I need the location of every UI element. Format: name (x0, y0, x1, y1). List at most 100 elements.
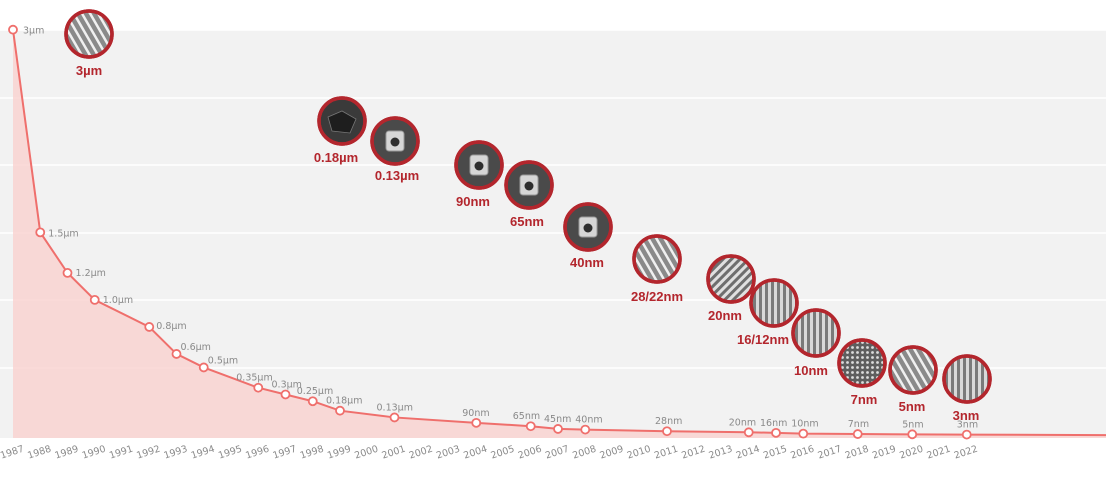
data-point (961, 429, 972, 440)
x-tick-label: 2007 (544, 444, 570, 462)
data-label: 0.5µm (208, 355, 238, 366)
data-point (280, 389, 291, 400)
data-label: 65nm (513, 411, 540, 422)
transistor-cross-section-0.13um-icon (370, 116, 420, 166)
x-tick-label: 1995 (217, 444, 243, 462)
x-tick-label: 2010 (626, 444, 652, 462)
finfet-fins-7nm-icon (837, 338, 887, 388)
x-tick-label: 2009 (599, 444, 625, 462)
data-label: 0.18µm (326, 396, 362, 407)
data-label: 1.0µm (103, 295, 133, 306)
data-label: 0.6µm (181, 342, 211, 353)
x-tick-label: 2020 (898, 444, 924, 462)
x-tick-label: 2016 (789, 444, 815, 462)
data-label: 28nm (655, 416, 682, 427)
node-label: 3µm (76, 63, 102, 78)
data-label: 0.8µm (156, 321, 186, 332)
data-point (144, 322, 155, 332)
data-label: 5nm (902, 419, 923, 430)
data-point (389, 412, 400, 423)
node-label: 10nm (794, 363, 828, 378)
node-label: 0.18µm (314, 150, 358, 165)
node-label: 28/22nm (631, 289, 683, 304)
x-tick-label: 1993 (163, 444, 189, 462)
data-point (89, 294, 100, 305)
finfet-fins-10nm-icon (791, 308, 841, 358)
x-axis-ticks: 1987 1988 1989 1990 1991 1992 1993 1994 1995 1996… (0, 444, 979, 462)
finfet-fins-28-22nm-icon (632, 234, 682, 284)
transistor-cross-section-40nm-icon (563, 202, 613, 252)
data-point (171, 349, 182, 359)
node-images: 3µm 0.18µm 0.13µm 90nm 65nm 40nm 28/22nm 20nm 16… (64, 9, 992, 423)
x-tick-label: 2006 (517, 444, 543, 462)
node-label: 5nm (899, 399, 926, 414)
data-point (580, 424, 591, 435)
data-label: 40nm (575, 415, 602, 426)
data-point (253, 382, 264, 393)
finfet-fins-20nm-icon (706, 254, 756, 304)
x-tick-label: 2004 (462, 444, 488, 462)
x-tick-label: 2011 (653, 444, 679, 462)
finfet-fins-3nm-icon (942, 354, 992, 404)
data-label: 3µm (23, 26, 44, 37)
data-point (335, 405, 345, 416)
x-tick-label: 1987 (0, 444, 25, 462)
data-label: 1.5µm (48, 228, 78, 239)
x-tick-label: 2019 (871, 444, 897, 462)
data-label: 1.2µm (76, 268, 106, 279)
data-label: 3nm (957, 420, 978, 431)
node-label: 7nm (851, 392, 878, 407)
node-label: 20nm (708, 308, 742, 323)
data-point (198, 362, 209, 373)
node-label: 16/12nm (737, 332, 789, 347)
x-tick-label: 1988 (26, 444, 52, 462)
transistor-cross-section-0.18um-icon (317, 96, 367, 146)
data-label: 16nm (760, 418, 787, 429)
x-tick-label: 2022 (953, 444, 979, 462)
data-point (8, 24, 18, 35)
transistor-cross-section-65nm-icon (504, 160, 554, 210)
x-tick-label: 2003 (435, 444, 461, 462)
data-point (798, 428, 809, 439)
transistor-cross-section-3um-icon (64, 9, 114, 59)
node-label: 65nm (510, 214, 544, 229)
x-tick-label: 1998 (299, 444, 325, 462)
x-tick-label: 2015 (762, 444, 788, 462)
data-label: 10nm (791, 419, 818, 430)
data-label: 7nm (848, 419, 869, 430)
node-label: 90nm (456, 194, 490, 209)
data-label: 0.25µm (297, 386, 333, 397)
data-point (743, 427, 754, 438)
data-label: 45nm (544, 414, 571, 425)
data-label: 0.3µm (272, 379, 302, 390)
x-tick-label: 1999 (326, 444, 352, 462)
node-label: 40nm (570, 255, 604, 270)
data-point (852, 429, 863, 439)
transistor-cross-section-90nm-icon (454, 140, 504, 190)
x-tick-label: 2005 (490, 444, 516, 462)
data-point (471, 417, 482, 428)
x-tick-label: 1997 (272, 444, 298, 462)
data-point (662, 426, 672, 437)
trend-line (12, 29, 1106, 437)
data-label: 0.13µm (377, 402, 413, 413)
finfet-fins-5nm-icon (888, 345, 938, 395)
data-point (525, 421, 536, 432)
x-tick-label: 1990 (81, 444, 107, 462)
x-tick-label: 2018 (844, 444, 870, 462)
data-point (35, 227, 46, 238)
x-tick-label: 2001 (381, 444, 407, 462)
x-tick-label: 2002 (408, 444, 434, 462)
area-fill (13, 29, 1106, 438)
data-points: 3µm1.5µm1.2µm1.0µm0.8µm0.6µm0.5µm0.35µm0… (8, 24, 978, 440)
x-tick-label: 2012 (680, 444, 706, 462)
node-label: 3nm (953, 408, 980, 423)
x-tick-label: 2013 (708, 444, 734, 462)
x-tick-label: 2008 (571, 444, 597, 462)
data-label: 90nm (462, 408, 489, 419)
x-tick-label: 1989 (54, 444, 80, 462)
data-point (307, 396, 318, 407)
x-tick-label: 2021 (926, 444, 952, 462)
data-label: 0.35µm (236, 373, 272, 384)
